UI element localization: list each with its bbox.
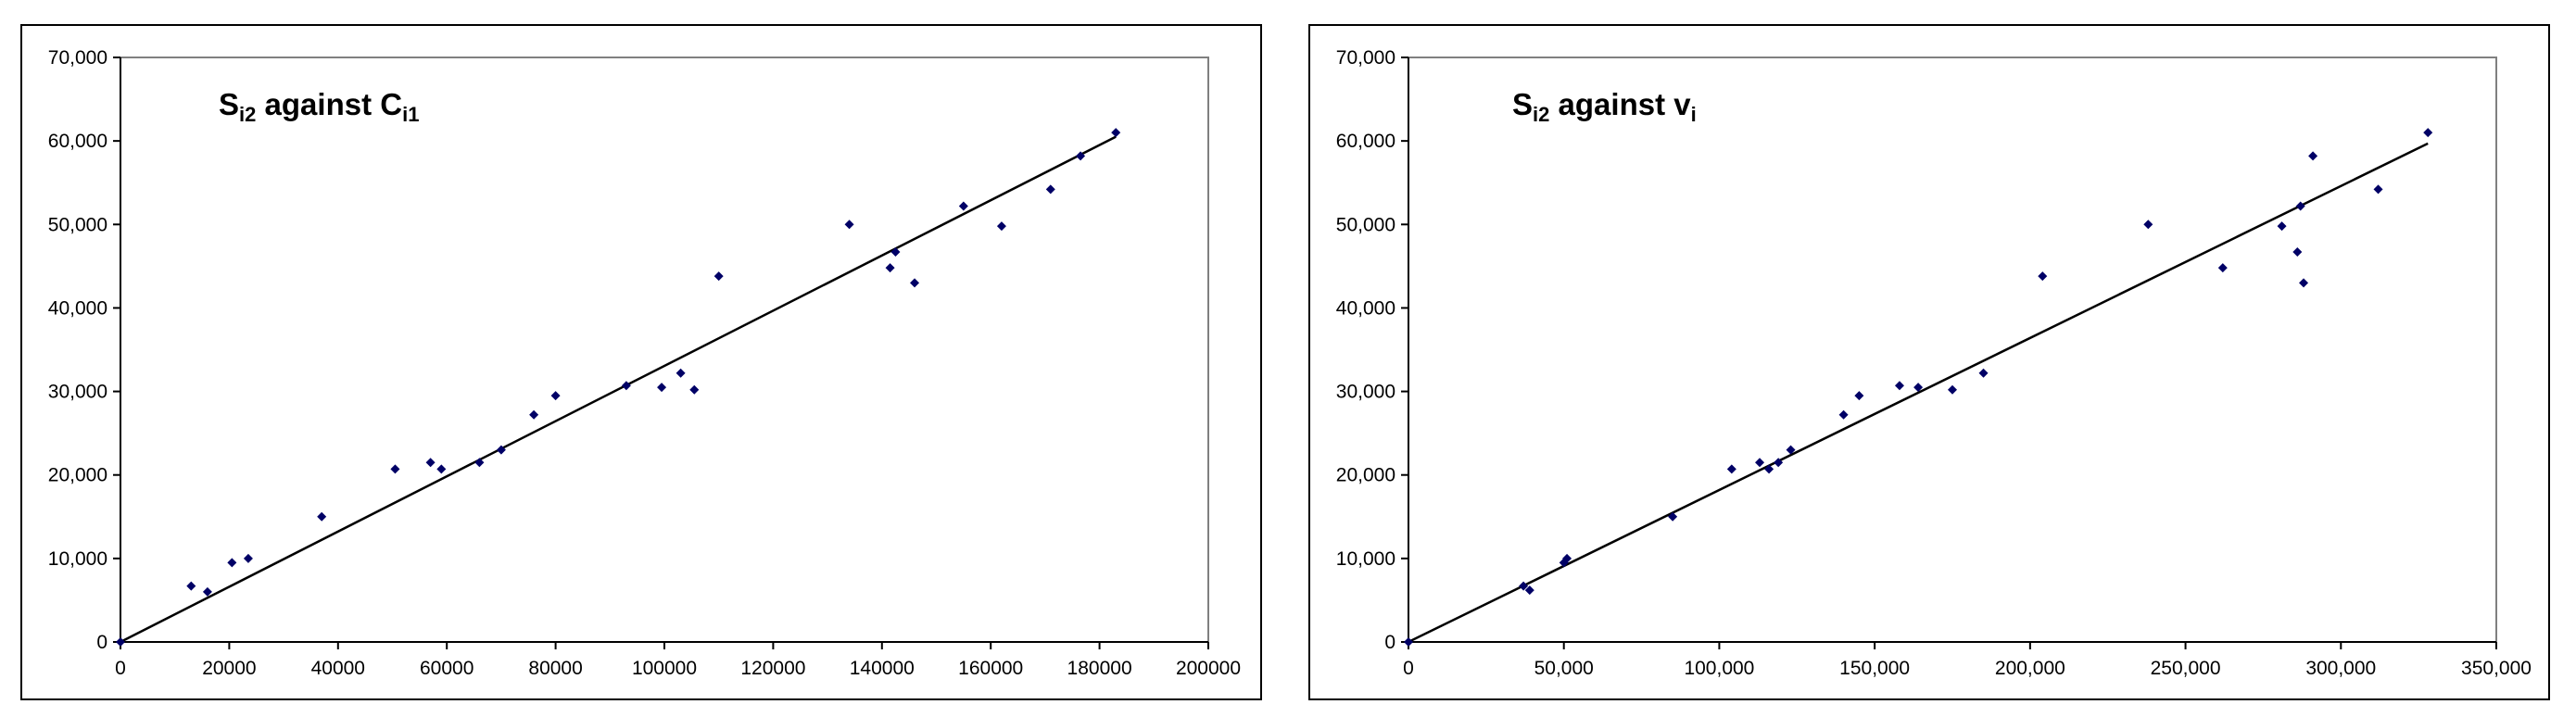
data-point: [2423, 128, 2433, 138]
data-point: [2299, 278, 2309, 288]
chart-right-title: Si2 against vi: [1512, 87, 1697, 126]
data-point: [844, 220, 854, 230]
data-point: [1913, 383, 1924, 393]
data-point: [1838, 409, 1849, 420]
x-tick-label: 300,000: [2305, 658, 2376, 679]
y-tick-label: 20,000: [1336, 465, 1395, 486]
data-point: [1764, 464, 1774, 474]
chart-left-title: Si2 against Ci1: [219, 87, 420, 126]
data-point: [1562, 553, 1572, 563]
y-tick-label: 60,000: [1336, 131, 1395, 152]
x-tick-label: 180000: [1067, 658, 1132, 679]
data-point: [1076, 151, 1086, 161]
y-tick-label: 40,000: [1336, 297, 1395, 319]
data-point: [890, 247, 901, 258]
y-tick-label: 70,000: [1336, 47, 1395, 69]
y-tick-label: 30,000: [48, 382, 107, 403]
data-point: [885, 263, 895, 273]
y-tick-label: 30,000: [1336, 382, 1395, 403]
x-tick-label: 120000: [740, 658, 805, 679]
data-point: [317, 511, 327, 522]
x-tick-label: 80000: [528, 658, 582, 679]
x-tick-label: 200000: [1176, 658, 1241, 679]
chart-right-plot: 0 10,000 20,000 30,000 40,000 50,000 60,000 70,…: [1336, 47, 2532, 679]
trendline: [1408, 142, 2429, 644]
data-point: [390, 464, 400, 474]
data-point: [996, 221, 1006, 232]
data-point: [1519, 581, 1529, 591]
data-point: [1774, 458, 1784, 468]
plot-area-border: [120, 57, 1209, 643]
y-tick-label: 70,000: [48, 47, 107, 69]
x-tick-label: 20000: [202, 658, 256, 679]
data-point: [1045, 184, 1055, 195]
data-point: [1668, 511, 1678, 522]
plot-area-border: [1408, 57, 2497, 643]
data-point: [425, 458, 436, 468]
data-point: [1978, 368, 1989, 378]
data-point: [1786, 445, 1796, 455]
data-point: [2143, 220, 2153, 230]
data-point: [713, 271, 724, 282]
x-tick-label: 0: [115, 658, 126, 679]
y-tick-label: 60,000: [48, 131, 107, 152]
data-point: [243, 553, 253, 563]
y-tick-label: 20,000: [48, 465, 107, 486]
data-point: [1559, 558, 1569, 568]
x-tick-label: 0: [1403, 658, 1414, 679]
data-point: [227, 558, 237, 568]
y-tick-label: 0: [96, 632, 107, 653]
data-point: [1948, 384, 1957, 395]
data-point: [1111, 128, 1121, 138]
data-point: [1854, 391, 1864, 401]
data-point: [496, 445, 506, 455]
x-tick-label: 140000: [850, 658, 915, 679]
chart-left: 0 10,000 20,000 30,000 40,000 50,000 60,000 70,…: [20, 24, 1262, 700]
data-point: [958, 201, 968, 211]
data-point: [474, 458, 485, 468]
data-point: [186, 581, 196, 591]
y-tick-label: 50,000: [48, 214, 107, 235]
x-tick-label: 200,000: [1995, 658, 2065, 679]
data-point: [202, 586, 212, 597]
data-point: [2308, 151, 2318, 161]
data-point: [2292, 247, 2303, 258]
x-tick-label: 100,000: [1684, 658, 1754, 679]
x-tick-label: 40000: [311, 658, 365, 679]
x-tick-label: 60000: [420, 658, 474, 679]
trendline: [120, 135, 1117, 644]
data-point: [550, 391, 561, 401]
x-tick-label: 160000: [958, 658, 1023, 679]
data-point: [2373, 184, 2383, 195]
data-point: [1755, 458, 1765, 468]
data-point: [910, 278, 920, 288]
data-point: [1404, 637, 1413, 647]
x-tick-label: 250,000: [2151, 658, 2221, 679]
data-point: [1894, 381, 1904, 391]
chart-left-plot: 0 10,000 20,000 30,000 40,000 50,000 60,000 70,…: [48, 47, 1241, 679]
data-point: [2217, 263, 2228, 273]
data-point: [1524, 585, 1534, 596]
data-point: [621, 381, 631, 391]
data-point: [529, 409, 539, 420]
y-tick-label: 40,000: [48, 297, 107, 319]
data-point: [1726, 464, 1736, 474]
y-tick-label: 50,000: [1336, 214, 1395, 235]
x-tick-label: 100000: [632, 658, 697, 679]
data-point: [2277, 221, 2287, 232]
chart-right: 0 10,000 20,000 30,000 40,000 50,000 60,000 70,…: [1308, 24, 2550, 700]
data-point: [2038, 271, 2048, 282]
data-point: [657, 383, 667, 393]
x-tick-label: 350,000: [2461, 658, 2532, 679]
data-point: [689, 384, 700, 395]
data-point: [436, 464, 447, 474]
data-point: [676, 368, 686, 378]
x-tick-label: 50,000: [1534, 658, 1594, 679]
data-point: [2295, 201, 2305, 211]
y-tick-label: 0: [1384, 632, 1395, 653]
y-tick-label: 10,000: [1336, 548, 1395, 570]
y-tick-label: 10,000: [48, 548, 107, 570]
x-tick-label: 150,000: [1839, 658, 1910, 679]
data-point: [116, 637, 125, 647]
